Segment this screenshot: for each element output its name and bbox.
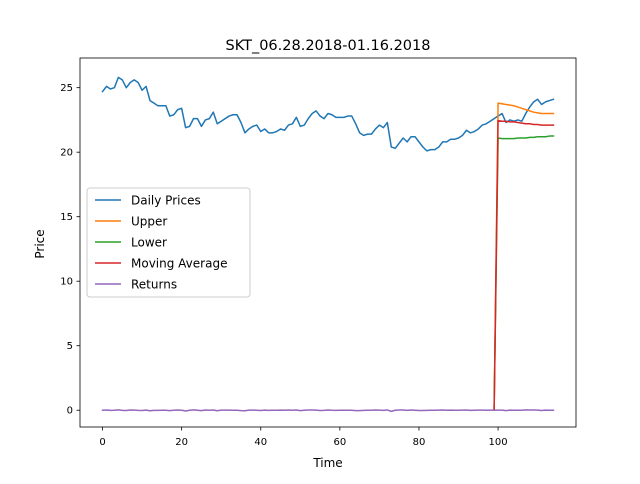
y-tick-label: 10 <box>60 277 73 288</box>
axes-frame <box>79 57 577 428</box>
x-axis-label: Time <box>312 456 342 470</box>
x-tick-label: 60 <box>333 437 346 448</box>
legend-label: Upper <box>131 215 167 229</box>
series-line-daily-prices <box>101 76 555 152</box>
y-tick-label: 15 <box>60 212 73 223</box>
x-tick-label: 100 <box>489 437 508 448</box>
legend-label: Moving Average <box>131 257 227 271</box>
chart-title: SKT_06.28.2018-01.16.2018 <box>226 38 431 54</box>
y-tick-label: 20 <box>60 148 73 159</box>
y-tick-label: 25 <box>60 83 73 94</box>
y-axis-label: Price <box>33 229 47 258</box>
y-tick-label: 0 <box>67 406 73 417</box>
series-line-lower <box>493 135 555 411</box>
y-tick-label: 5 <box>67 341 73 352</box>
legend-box <box>86 187 251 298</box>
series-line-returns <box>101 409 555 413</box>
legend-label: Lower <box>131 236 167 250</box>
x-tick-label: 20 <box>175 437 188 448</box>
legend: Daily Prices Upper Lower Moving Average Retu… <box>86 187 251 298</box>
series-line-moving-average <box>493 119 555 411</box>
legend-label: Returns <box>131 278 177 292</box>
x-tick-label: 40 <box>254 437 267 448</box>
x-tick-label: 0 <box>99 437 105 448</box>
series-line-upper <box>493 102 555 411</box>
legend-label: Daily Prices <box>131 194 201 208</box>
x-tick-label: 80 <box>413 437 426 448</box>
plot-area <box>101 76 555 413</box>
